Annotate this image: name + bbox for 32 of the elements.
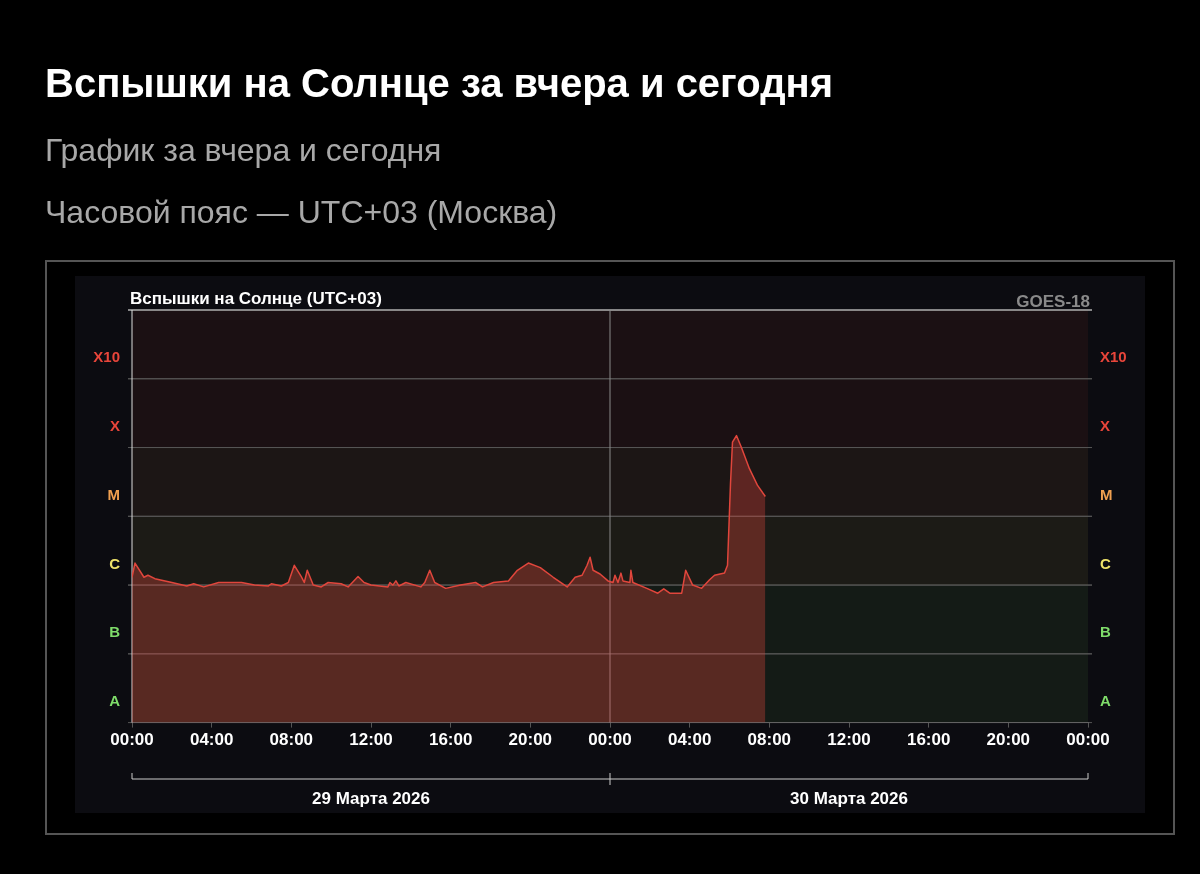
text: B: [1100, 623, 1111, 641]
x-tick-label: 00:00: [110, 730, 154, 750]
x-tick-label: 00:00: [588, 730, 632, 750]
band-label: X10: [93, 348, 120, 366]
text: C: [1100, 554, 1111, 572]
text: 29 Марта 2026: [312, 788, 430, 808]
x-tick-label: 00:00: [1066, 730, 1110, 750]
text: Часовой пояс — UTC+03 (Москва): [45, 193, 559, 232]
x-tick-label: 16:00: [906, 730, 951, 750]
x-tick-label: 08:00: [747, 730, 792, 750]
band-label: A: [109, 692, 121, 710]
x-tick-label: 04:00: [667, 730, 712, 750]
x-tick-label: 16:00: [428, 730, 473, 750]
x-tick-label: 08:00: [269, 730, 314, 750]
x-tick-label: 12:00: [827, 730, 871, 750]
x-tick-label: 12:00: [349, 730, 393, 750]
text: 30 Марта 2026: [790, 788, 908, 808]
x-tick-label: 04:00: [189, 730, 234, 750]
band-label: B: [109, 623, 121, 641]
chart-subtitle: График за вчера и сегодня: [45, 131, 443, 170]
band-label: C: [109, 554, 121, 572]
text: A: [1100, 692, 1111, 710]
text: M: [1100, 485, 1113, 503]
x-tick-label: 20:00: [508, 730, 553, 750]
band-label: M: [107, 485, 120, 503]
text: GOES-18: [1016, 291, 1090, 311]
text: Вспышки на Солнце (UTC+03): [130, 288, 382, 308]
x-tick-label: 20:00: [986, 730, 1031, 750]
text: X: [1100, 417, 1111, 435]
band-label: X: [109, 417, 120, 435]
text: X10: [1100, 348, 1127, 366]
chart-title: Вспышки на Солнце за вчера и сегодня: [45, 60, 835, 107]
